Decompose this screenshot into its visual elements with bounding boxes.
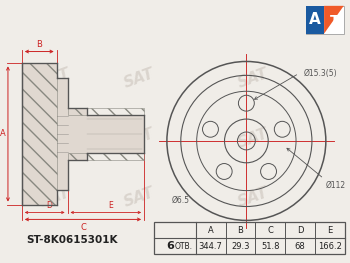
Text: SAT: SAT (122, 125, 156, 150)
Text: 29.3: 29.3 (231, 242, 250, 251)
FancyBboxPatch shape (306, 6, 344, 34)
Text: D: D (47, 201, 52, 210)
Text: SAT: SAT (122, 66, 156, 91)
Text: Ø112: Ø112 (326, 181, 346, 190)
Text: 68: 68 (295, 242, 306, 251)
Bar (68, 108, 144, 115)
Text: SAT: SAT (236, 125, 271, 150)
Text: C: C (80, 223, 86, 232)
Text: B: B (237, 226, 243, 235)
Text: SAT: SAT (37, 185, 72, 210)
Polygon shape (324, 6, 344, 34)
Text: 6: 6 (166, 241, 174, 251)
Text: SAT: SAT (37, 66, 72, 91)
Text: Ø6.5: Ø6.5 (172, 196, 190, 205)
Bar (306, 6, 324, 34)
Text: E: E (108, 201, 113, 210)
Text: E: E (327, 226, 332, 235)
Bar (154, 222, 345, 254)
Text: SAT: SAT (236, 185, 271, 210)
Polygon shape (22, 63, 144, 205)
Text: A: A (0, 129, 6, 139)
Text: SAT: SAT (37, 125, 72, 150)
Text: T: T (330, 14, 340, 28)
Text: ST-8K0615301K: ST-8K0615301K (26, 235, 117, 245)
Bar (22, 63, 57, 205)
Text: D: D (297, 226, 303, 235)
Text: A: A (309, 12, 321, 27)
Text: A: A (208, 226, 213, 235)
Text: B: B (36, 39, 42, 49)
Text: ОТВ.: ОТВ. (175, 242, 193, 251)
Text: SAT: SAT (122, 185, 156, 210)
Bar (68, 153, 144, 160)
Text: SAT: SAT (236, 66, 271, 91)
Text: 344.7: 344.7 (199, 242, 223, 251)
Text: Ø15.3(5): Ø15.3(5) (304, 69, 338, 78)
Text: C: C (267, 226, 273, 235)
Text: 166.2: 166.2 (318, 242, 342, 251)
Text: 51.8: 51.8 (261, 242, 279, 251)
